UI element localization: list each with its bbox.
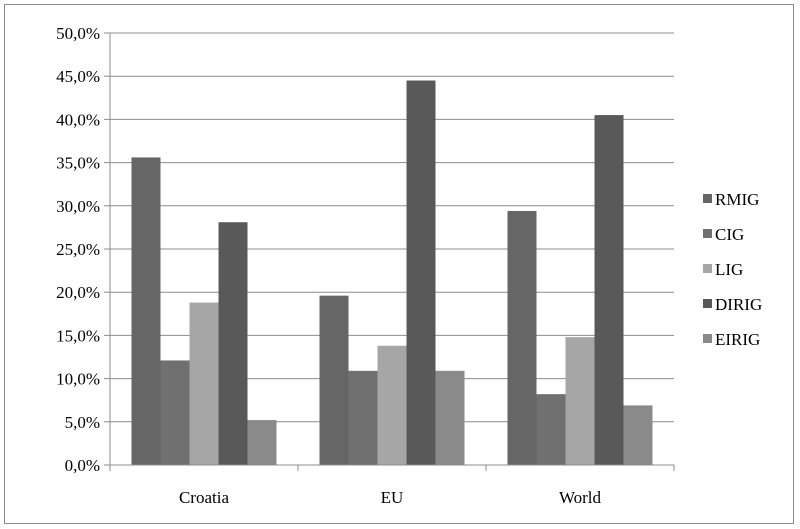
y-tick-label: 5,0% (65, 413, 100, 432)
legend-label-cig: CIG (715, 225, 744, 244)
y-tick-label: 10,0% (56, 370, 100, 389)
bar-eirig-world (623, 405, 653, 465)
legend-swatch-eirig (703, 334, 712, 343)
y-tick-label: 0,0% (65, 456, 100, 475)
bar-eirig-croatia (247, 420, 277, 465)
legend-swatch-dirig (703, 299, 712, 308)
category-label-world: World (559, 488, 602, 507)
bar-lig-croatia (189, 302, 219, 465)
y-axis-ticks: 0,0% 5,0% 10,0% 15,0% 20,0% 25,0% 30,0% 35,0% 40… (56, 24, 110, 475)
bar-cig-eu (348, 370, 378, 465)
legend-swatch-lig (703, 264, 712, 273)
y-tick-label: 25,0% (56, 240, 100, 259)
legend-label-eirig: EIRIG (715, 330, 760, 349)
bar-lig-eu (377, 345, 407, 465)
bar-rmig-world (507, 210, 537, 465)
bar-eirig-eu (435, 370, 465, 465)
y-tick-label: 35,0% (56, 154, 100, 173)
bar-dirig-croatia (218, 222, 248, 465)
y-tick-label: 20,0% (56, 283, 100, 302)
category-label-eu: EU (381, 488, 404, 507)
legend-label-lig: LIG (715, 260, 743, 279)
bar-dirig-world (594, 115, 624, 465)
x-axis-categories: Croatia EU World (179, 488, 602, 507)
bar-cig-croatia (160, 360, 190, 465)
legend-label-dirig: DIRIG (715, 295, 762, 314)
legend-label-rmig: RMIG (715, 190, 759, 209)
y-tick-label: 50,0% (56, 24, 100, 43)
legend-swatch-cig (703, 229, 712, 238)
legend-swatch-rmig (703, 194, 712, 203)
bars (131, 80, 653, 466)
bar-lig-world (565, 337, 595, 465)
bar-cig-world (536, 394, 566, 465)
legend: RMIG CIG LIG DIRIG EIRIG (703, 190, 762, 349)
bar-rmig-croatia (131, 157, 161, 465)
y-tick-label: 15,0% (56, 326, 100, 345)
y-tick-label: 40,0% (56, 110, 100, 129)
category-label-croatia: Croatia (179, 488, 229, 507)
bar-rmig-eu (319, 295, 349, 465)
y-tick-label: 30,0% (56, 197, 100, 216)
bar-dirig-eu (406, 80, 436, 466)
y-tick-label: 45,0% (56, 67, 100, 86)
